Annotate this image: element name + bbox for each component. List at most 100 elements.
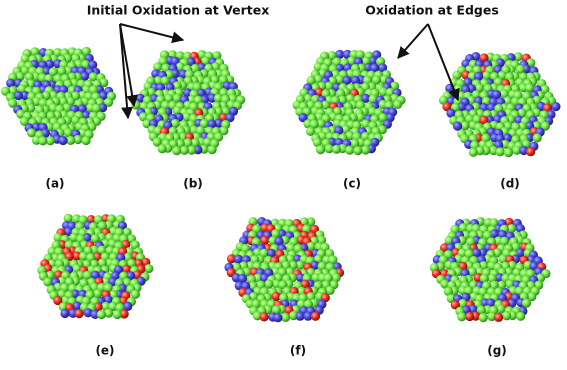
atom: [479, 115, 489, 125]
atom: [309, 119, 319, 129]
atom: [172, 81, 182, 91]
atom: [112, 309, 122, 320]
atom: [474, 71, 484, 82]
atom: [532, 133, 542, 143]
atom: [90, 234, 100, 244]
atom: [138, 112, 149, 122]
atom: [526, 147, 536, 157]
atom: [207, 119, 217, 129]
atom: [295, 311, 305, 321]
atom: [187, 145, 197, 155]
atom: [355, 50, 365, 60]
atom: [345, 145, 355, 155]
atom: [335, 74, 345, 85]
atom: [513, 52, 523, 62]
atom: [83, 308, 93, 318]
atom: [175, 139, 185, 149]
atom: [45, 136, 55, 146]
atom: [53, 295, 63, 306]
atom: [328, 255, 338, 265]
atom: [63, 128, 73, 138]
atom: [38, 98, 48, 108]
atom: [457, 312, 467, 322]
atom: [487, 273, 497, 283]
atom: [89, 85, 99, 95]
atom: [207, 145, 217, 155]
atom: [53, 282, 63, 292]
panel-label: (a): [45, 177, 64, 191]
atom: [130, 289, 140, 299]
atom: [496, 304, 506, 314]
atom: [8, 98, 18, 108]
atom: [295, 260, 305, 270]
atom: [503, 96, 513, 106]
atom: [6, 78, 16, 88]
atom: [266, 248, 276, 258]
atom: [527, 292, 537, 302]
atom: [497, 280, 507, 290]
atom: [327, 51, 337, 61]
atom: [499, 236, 510, 246]
atom: [443, 286, 453, 296]
atom: [498, 254, 508, 264]
atom: [492, 90, 502, 100]
atom: [331, 144, 342, 154]
atom: [96, 310, 106, 320]
atom: [489, 229, 499, 239]
atom: [371, 75, 382, 85]
atom: [355, 112, 365, 122]
panel-label: (c): [343, 177, 361, 191]
atom: [260, 235, 270, 245]
atom: [213, 93, 224, 103]
atom: [225, 113, 235, 123]
atom: [103, 283, 113, 293]
particles: [1, 46, 561, 323]
atom: [144, 264, 154, 274]
atom: [48, 67, 59, 77]
atom: [478, 313, 488, 323]
atom: [60, 308, 70, 319]
atom: [370, 63, 380, 73]
atom: [460, 121, 470, 131]
atom: [478, 248, 488, 258]
atom: [175, 62, 185, 72]
atom: [108, 301, 118, 312]
atom: [342, 75, 352, 85]
atom: [20, 90, 30, 101]
atom: [368, 94, 378, 104]
atom: [183, 138, 193, 148]
atom: [350, 138, 360, 149]
atom: [316, 119, 326, 129]
atom: [521, 298, 532, 308]
atom: [515, 64, 525, 74]
atom: [361, 119, 371, 129]
atom: [43, 277, 53, 287]
atom: [45, 59, 55, 69]
atom: [482, 71, 492, 81]
atom: [324, 144, 334, 154]
nanoparticle: [131, 50, 246, 156]
atom: [306, 217, 316, 227]
atom: [378, 63, 388, 73]
arrow: [397, 23, 429, 59]
atom: [444, 235, 454, 246]
atom: [62, 103, 72, 113]
atom: [233, 254, 243, 264]
arrow: [119, 23, 134, 120]
atom: [26, 128, 37, 138]
atom: [126, 271, 136, 281]
atom: [479, 273, 489, 284]
atom: [486, 103, 497, 113]
atom: [271, 305, 281, 315]
atom: [66, 135, 76, 145]
atom: [300, 279, 310, 289]
atom: [199, 119, 209, 129]
atom: [512, 145, 522, 155]
atom: [207, 93, 217, 103]
atom: [63, 227, 73, 237]
atom: [368, 56, 378, 66]
atom: [179, 145, 189, 155]
atom: [516, 311, 526, 321]
atom: [53, 233, 63, 243]
